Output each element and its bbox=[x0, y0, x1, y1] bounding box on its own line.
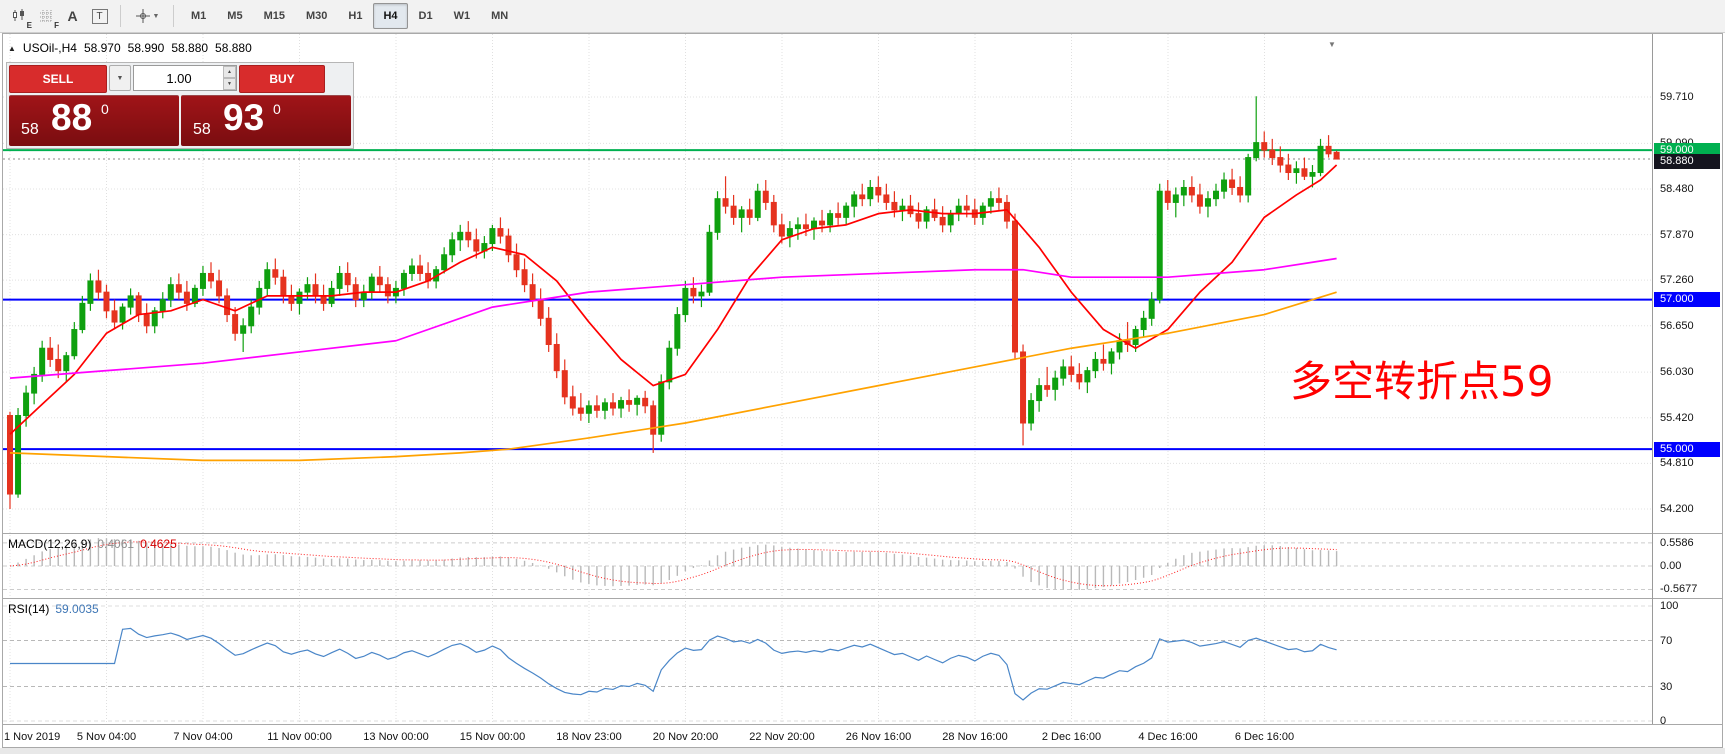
time-axis-label: 1 Nov 2019 bbox=[4, 731, 61, 743]
time-axis-label: 22 Nov 20:00 bbox=[749, 731, 815, 743]
toolbar-separator bbox=[120, 5, 121, 27]
macd-value-main: 0.4061 bbox=[97, 537, 135, 551]
sell-price-box[interactable]: 58 88 0 bbox=[9, 95, 179, 146]
price-axis-label: 59.710 bbox=[1660, 91, 1694, 103]
macd-value-signal: 0.4625 bbox=[140, 537, 177, 551]
time-axis-label: 4 Dec 16:00 bbox=[1138, 731, 1198, 743]
time-axis-label: 2 Dec 16:00 bbox=[1041, 731, 1102, 743]
toolbar: E F A T ▼ M1 M5 M15 M30 H1 H4 D1 W1 MN bbox=[0, 0, 1725, 33]
macd-axis-label: 0.00 bbox=[1660, 560, 1682, 572]
chart-shift-marker-icon[interactable]: ▼ bbox=[1328, 40, 1336, 49]
grid-icon bbox=[39, 10, 52, 22]
rsi-value: 59.0035 bbox=[55, 602, 99, 616]
volume-decrease-button[interactable]: ▼ bbox=[223, 78, 236, 90]
timeframe-group: M1 M5 M15 M30 H1 H4 D1 W1 MN bbox=[181, 3, 519, 29]
timeframe-button-m1[interactable]: M1 bbox=[191, 10, 207, 22]
price-axis-label: 54.200 bbox=[1660, 502, 1694, 515]
chart-annotation-text[interactable]: 多空转折点59 bbox=[1290, 357, 1554, 406]
candlestick-chart-tool-button[interactable]: E bbox=[5, 3, 32, 30]
price-axis-label: 56.650 bbox=[1660, 319, 1694, 332]
bid-price-tag: 58.880 bbox=[1654, 153, 1720, 169]
grid-tool-button[interactable]: F bbox=[32, 3, 59, 30]
time-axis-label: 6 Dec 16:00 bbox=[1234, 731, 1295, 743]
buy-price-sup: 0 bbox=[273, 101, 281, 117]
toolbar-separator bbox=[173, 5, 174, 27]
buy-button[interactable]: BUY bbox=[239, 65, 325, 93]
caret-down-icon: ▼ bbox=[116, 74, 124, 82]
text-tool-button[interactable]: A bbox=[59, 3, 86, 29]
hline-price-tag: 55.000 bbox=[1654, 441, 1720, 457]
window-bottom-edge bbox=[0, 748, 1725, 754]
price-close: 58.880 bbox=[215, 41, 252, 55]
price-axis-label: 57.870 bbox=[1660, 228, 1694, 241]
text-label-tool-button[interactable]: T bbox=[86, 3, 113, 29]
time-axis-label: 13 Nov 00:00 bbox=[363, 731, 429, 743]
rsi-axis-label: 100 bbox=[1660, 600, 1679, 612]
time-axis-label: 18 Nov 23:00 bbox=[556, 731, 622, 743]
timeframe-button-d1[interactable]: D1 bbox=[418, 10, 433, 22]
sell-price-big: 88 bbox=[51, 97, 93, 138]
timeframe-button-m30[interactable]: M30 bbox=[305, 10, 328, 22]
buy-price-big: 93 bbox=[223, 97, 265, 138]
tool-badge-f: F bbox=[54, 21, 59, 30]
timeframe-button-w1[interactable]: W1 bbox=[453, 10, 471, 22]
expand-arrow-icon[interactable]: ▲ bbox=[8, 43, 16, 53]
price-axis-label: 55.420 bbox=[1660, 411, 1694, 424]
price-axis-label: 57.260 bbox=[1660, 274, 1694, 287]
timeframe-button-m5[interactable]: M5 bbox=[227, 10, 243, 22]
crosshair-icon bbox=[135, 9, 150, 23]
sell-button[interactable]: SELL bbox=[9, 65, 107, 93]
macd-axis-label: -0.5677 bbox=[1660, 583, 1698, 596]
symbol-info: ▲ USOil-,H4 58.970 58.990 58.880 58.880 bbox=[8, 41, 252, 55]
chevron-down-icon: ▼ bbox=[152, 12, 160, 20]
text-tool-icon: A bbox=[67, 8, 78, 24]
time-axis-label: 15 Nov 00:00 bbox=[459, 731, 526, 743]
timeframe-button-mn[interactable]: MN bbox=[491, 10, 509, 22]
text-label-tool-icon: T bbox=[91, 8, 108, 24]
one-click-trading-panel: SELL ▼ ▲ ▼ BUY 58 88 0 58 93 0 bbox=[6, 62, 354, 149]
chart-window bbox=[2, 33, 1723, 748]
rsi-indicator-label: RSI(14) 59.0035 bbox=[8, 602, 99, 616]
rsi-axis-label: 70 bbox=[1660, 634, 1673, 647]
hline-price-tag: 57.000 bbox=[1654, 292, 1720, 308]
timeframe-button-m15[interactable]: M15 bbox=[263, 10, 285, 22]
time-axis-label: 20 Nov 20:00 bbox=[652, 731, 719, 743]
volume-dropdown-button[interactable]: ▼ bbox=[109, 65, 131, 91]
price-open: 58.970 bbox=[83, 41, 121, 55]
price-axis-label: 58.480 bbox=[1660, 182, 1694, 195]
time-axis-label: 5 Nov 04:00 bbox=[76, 731, 137, 743]
macd-indicator-label: MACD(12,26,9) 0.4061 0.4625 bbox=[8, 537, 177, 551]
volume-field: ▲ ▼ bbox=[133, 65, 237, 91]
price-axis-label: 56.030 bbox=[1660, 366, 1694, 379]
price-high: 58.990 bbox=[127, 41, 165, 55]
sell-price-sup: 0 bbox=[101, 101, 109, 117]
rsi-name: RSI(14) bbox=[8, 602, 50, 616]
rsi-axis-label: 0 bbox=[1660, 715, 1667, 727]
time-axis-label: 11 Nov 00:00 bbox=[267, 731, 332, 743]
time-axis-label: 26 Nov 16:00 bbox=[845, 731, 912, 743]
time-axis-label: 28 Nov 16:00 bbox=[942, 731, 1008, 743]
timeframe-button-h4[interactable]: H4 bbox=[373, 3, 408, 29]
volume-increase-button[interactable]: ▲ bbox=[223, 66, 236, 78]
time-axis-label: 7 Nov 04:00 bbox=[173, 731, 233, 743]
sell-price-small: 58 bbox=[21, 121, 39, 138]
timeframe-button-h1[interactable]: H1 bbox=[348, 10, 363, 22]
tool-badge-e: E bbox=[26, 21, 32, 30]
price-axis-label: 54.810 bbox=[1660, 457, 1694, 470]
macd-axis-label: 0.5586 bbox=[1660, 536, 1694, 549]
rsi-axis-label: 30 bbox=[1660, 680, 1673, 693]
buy-price-box[interactable]: 58 93 0 bbox=[181, 95, 351, 146]
symbol-name: USOil-,H4 bbox=[22, 41, 77, 55]
macd-name: MACD(12,26,9) bbox=[8, 537, 92, 551]
crosshair-tool-button[interactable]: ▼ bbox=[128, 3, 166, 29]
price-low: 58.880 bbox=[171, 41, 209, 55]
volume-input[interactable] bbox=[133, 65, 237, 91]
buy-price-small: 58 bbox=[193, 121, 211, 138]
candlestick-icon bbox=[12, 9, 24, 21]
